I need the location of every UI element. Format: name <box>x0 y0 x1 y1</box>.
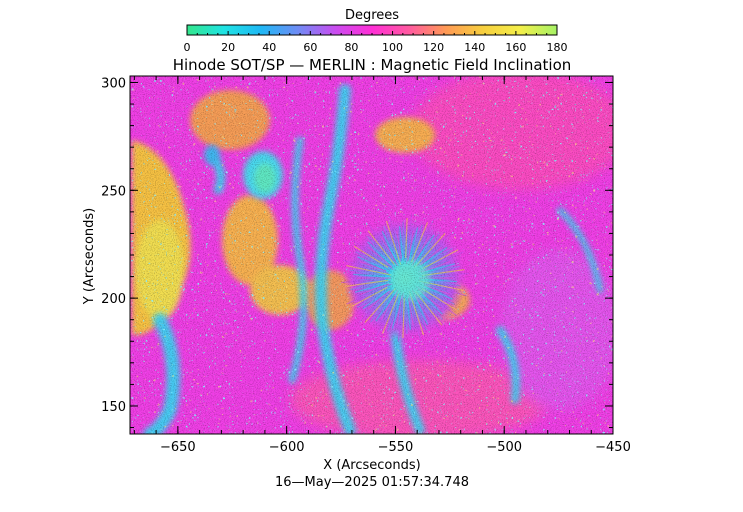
x-axis-ticks: −650 −600 −550 −500 −450 <box>133 76 631 455</box>
colorbar-tick-label: 160 <box>505 41 526 54</box>
y-tick-label: 250 <box>101 184 126 199</box>
colorbar-tick-label: 20 <box>221 41 235 54</box>
inclination-map-image <box>130 76 613 434</box>
x-tick-label: −550 <box>378 440 414 455</box>
timestamp: 16—May—2025 01:57:34.748 <box>275 475 469 490</box>
x-axis-label: X (Arcseconds) <box>323 458 420 473</box>
colorbar-tick-label: 60 <box>303 41 317 54</box>
x-tick-label: −450 <box>595 440 631 455</box>
y-axis-ticks: 150 200 250 300 <box>101 76 613 429</box>
y-tick-label: 150 <box>101 400 126 415</box>
y-tick-label: 300 <box>101 76 126 91</box>
colorbar-title: Degrees <box>345 8 399 23</box>
x-tick-label: −600 <box>269 440 305 455</box>
colorbar-tick-label: 120 <box>423 41 444 54</box>
x-tick-label: −500 <box>486 440 522 455</box>
colorbar-tick-label: 100 <box>382 41 403 54</box>
colorbar-ticks: 0 20 40 60 80 100 120 140 160 180 <box>184 31 568 54</box>
colorbar-tick-label: 180 <box>547 41 568 54</box>
colorbar-tick-label: 80 <box>344 41 358 54</box>
colorbar-tick-label: 40 <box>262 41 276 54</box>
plot-title: Hinode SOT/SP — MERLIN : Magnetic Field … <box>173 56 572 74</box>
y-axis-label: Y (Arcseconds) <box>82 208 97 305</box>
colorbar-tick-label: 0 <box>184 41 191 54</box>
colorbar-tick-label: 140 <box>464 41 485 54</box>
x-tick-label: −650 <box>160 440 196 455</box>
y-tick-label: 200 <box>101 292 126 307</box>
